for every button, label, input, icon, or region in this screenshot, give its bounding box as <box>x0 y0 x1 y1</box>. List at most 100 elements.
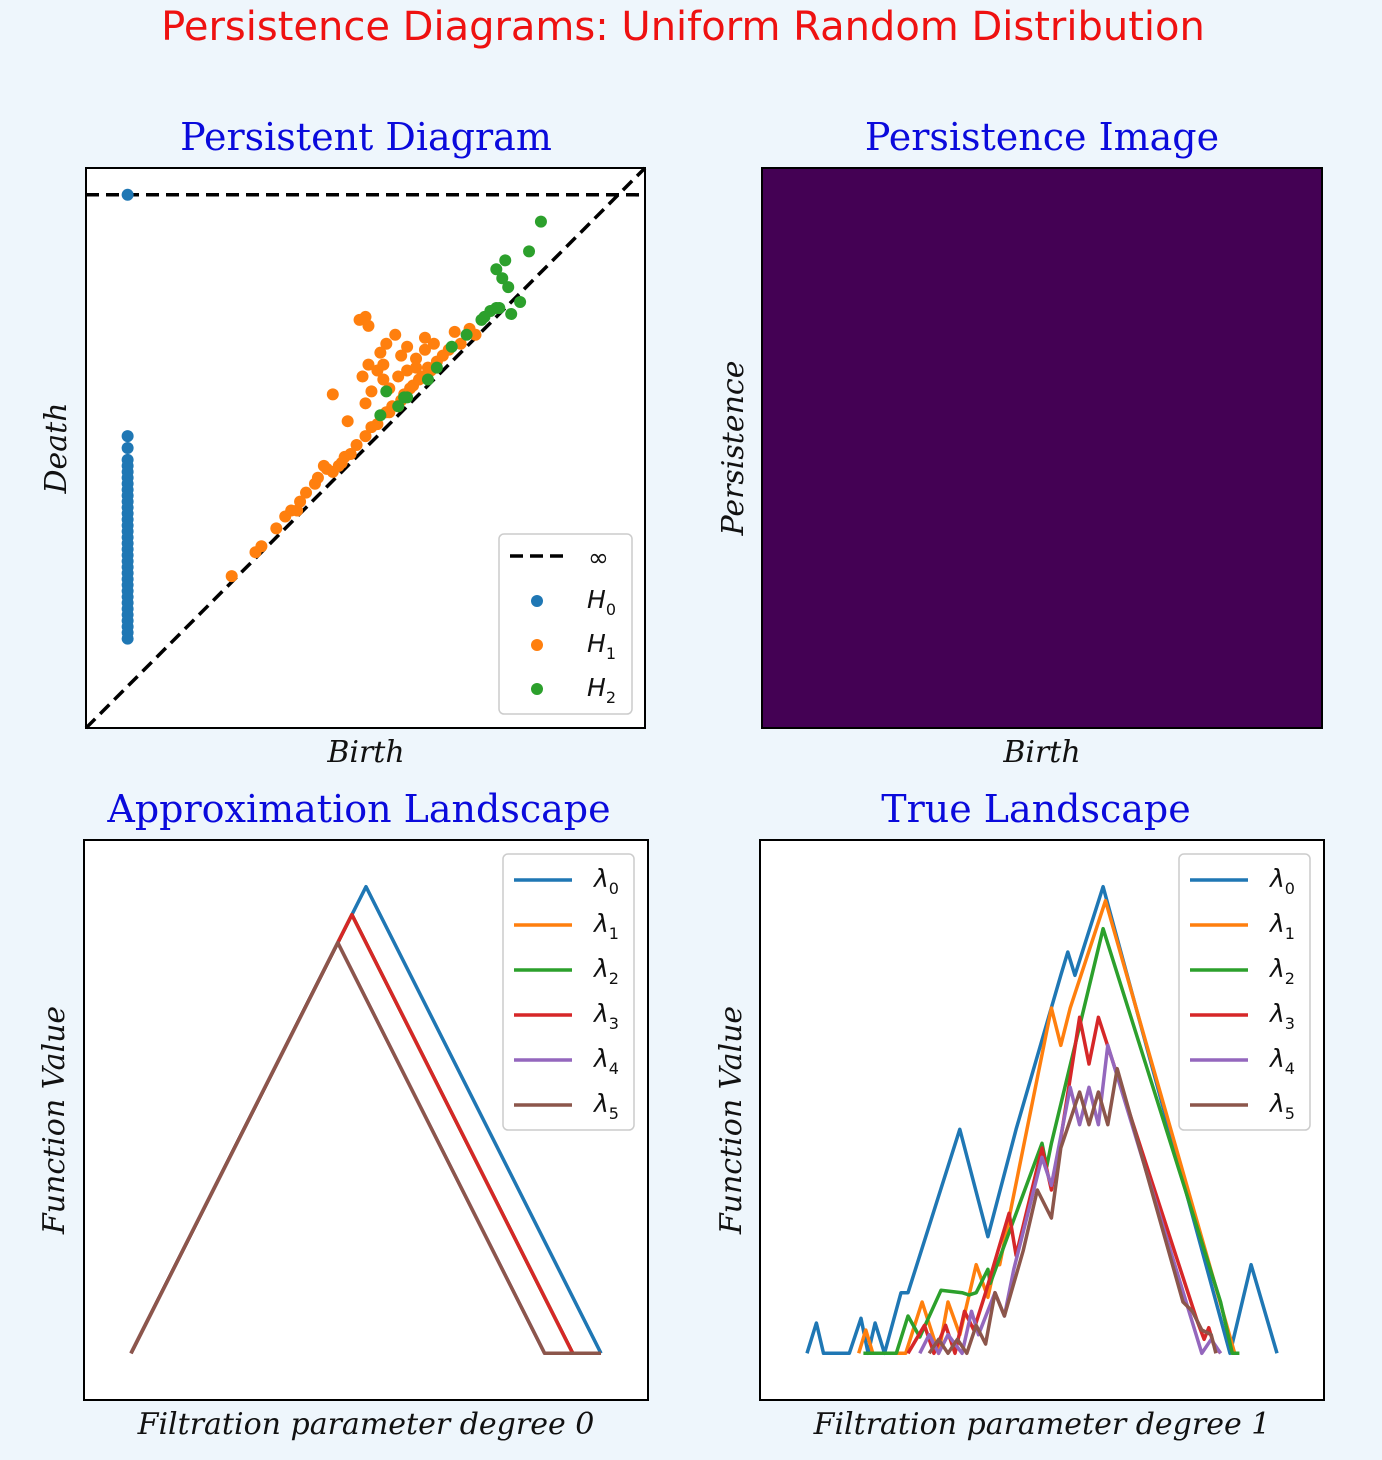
pd-point-h2 <box>490 263 503 276</box>
pi-ylabel: Persistence <box>716 360 751 536</box>
pd-point-h2 <box>496 272 509 285</box>
al-title: Approximation Landscape <box>106 787 610 831</box>
pd-point-h1 <box>356 370 369 383</box>
pi-title: Persistence Image <box>865 115 1219 159</box>
pd-point-h2 <box>523 245 536 258</box>
al-legend-label-lambda4: λ4 <box>592 1044 619 1078</box>
pd-point-h1 <box>380 337 393 350</box>
pd-point-h1 <box>377 373 390 386</box>
pd-point-h1 <box>311 471 324 484</box>
pd-point-h2 <box>514 296 527 309</box>
pd-point-h1 <box>418 343 431 356</box>
pd-point-h1 <box>344 447 357 460</box>
tl-legend-label-lambda0: λ0 <box>1268 864 1295 898</box>
tl-legend-label-lambda5: λ5 <box>1268 1089 1295 1123</box>
al-marks <box>129 884 603 1356</box>
al-legend: λ0 λ1 λ2 λ3 λ4 λ5 <box>502 853 635 1131</box>
pd-point-h2 <box>421 373 434 386</box>
pd-point-h2 <box>502 281 515 294</box>
al-legend-label-lambda3: λ3 <box>592 999 619 1033</box>
pd-point-h1 <box>300 486 313 499</box>
al-frame <box>83 839 649 1401</box>
al-legend-items: λ0 λ1 λ2 λ3 λ4 λ5 <box>514 864 619 1123</box>
pd-title: Persistent Diagram <box>180 115 552 159</box>
pd-legend-box <box>498 533 633 715</box>
pd-ylabel: Death <box>39 402 74 494</box>
tl-marks <box>805 884 1279 1356</box>
pd-point-h1 <box>427 337 440 350</box>
pd-point-h2 <box>534 215 547 228</box>
pd-point-h1 <box>374 346 387 359</box>
pd-point-h1 <box>377 358 390 371</box>
tl-ylabel: Function Value <box>714 1006 749 1235</box>
panel-true-landscape: True Landscape Filtration parameter degr… <box>714 787 1325 1442</box>
pd-point-h1 <box>359 430 372 443</box>
pd-legend-swatch-h1 <box>531 639 543 651</box>
figure-suptitle: Persistence Diagrams: Uniform Random Dis… <box>161 4 1205 50</box>
pd-legend-label-h2: H2 <box>587 673 616 707</box>
pd-point-h1 <box>410 361 423 374</box>
pd-legend-label-h1: H1 <box>587 629 616 663</box>
tl-line-lambda4 <box>918 1043 1223 1356</box>
pd-point-h2 <box>392 400 405 413</box>
pd-point-h1 <box>359 397 372 410</box>
pd-legend-swatch-h0 <box>531 595 543 607</box>
al-line-lambda5 <box>129 940 601 1356</box>
pd-point-h1 <box>448 325 461 338</box>
pd-point-h0 <box>121 430 134 443</box>
tl-legend-label-lambda2: λ2 <box>1268 954 1295 988</box>
pd-point-h0 <box>121 188 134 201</box>
pd-point-h1 <box>341 415 354 428</box>
al-legend-label-lambda5: λ5 <box>592 1089 619 1123</box>
al-xlabel: Filtration parameter degree 0 <box>137 1407 595 1442</box>
pd-point-h2 <box>493 302 506 314</box>
pd-legend-label-h0: H0 <box>587 585 616 619</box>
pd-xlabel: Birth <box>326 735 404 770</box>
pd-point-h1 <box>350 439 363 452</box>
panel-approximation-landscape: Approximation Landscape Filtration param… <box>37 787 649 1442</box>
tl-xlabel: Filtration parameter degree 1 <box>813 1407 1271 1442</box>
pd-point-h1 <box>270 522 283 535</box>
pd-point-h1 <box>326 388 339 401</box>
tl-legend-items: λ0 λ1 λ2 λ3 λ4 λ5 <box>1190 864 1295 1123</box>
tl-line-lambda5 <box>927 1066 1218 1356</box>
pd-legend: ∞ H0 H1 H2 <box>498 533 633 715</box>
pd-point-h1 <box>436 349 449 362</box>
pi-xlabel: Birth <box>1002 735 1080 770</box>
pd-point-h1 <box>392 370 405 383</box>
pd-point-h1 <box>469 328 482 341</box>
pd-point-h2 <box>380 385 393 398</box>
pd-point-h0 <box>121 632 134 645</box>
al-ylabel: Function Value <box>37 1006 72 1235</box>
tl-line-lambda2 <box>863 926 1240 1356</box>
pd-point-h1 <box>362 319 375 332</box>
pd-point-h0 <box>121 442 134 454</box>
pd-point-h2 <box>478 310 491 323</box>
tl-legend-label-lambda3: λ3 <box>1268 999 1295 1033</box>
pd-point-h1 <box>410 352 423 365</box>
panel-persistence-image: Persistence Image Birth Persistence <box>716 115 1323 770</box>
pd-legend-swatch-h2 <box>531 683 543 695</box>
tl-title: True Landscape <box>881 787 1191 831</box>
tl-legend-label-lambda4: λ4 <box>1268 1044 1295 1078</box>
pd-point-h2 <box>430 361 443 374</box>
pd-point-h2 <box>505 307 518 320</box>
tl-frame <box>759 839 1325 1401</box>
pd-marks <box>84 166 647 730</box>
pd-point-h1 <box>225 570 238 583</box>
pd-point-h1 <box>255 540 268 553</box>
pd-point-h2 <box>499 254 512 267</box>
pd-point-h1 <box>389 328 402 341</box>
pd-point-h2 <box>374 409 387 422</box>
pd-point-h2 <box>445 340 458 353</box>
pd-point-h1 <box>335 456 348 469</box>
pd-point-h1 <box>362 358 375 371</box>
al-legend-label-lambda2: λ2 <box>592 954 619 988</box>
pd-point-h1 <box>365 385 378 398</box>
pd-point-h1 <box>418 331 431 344</box>
pd-point-h1 <box>395 349 408 362</box>
pd-frame <box>85 167 646 729</box>
pd-point-h2 <box>460 328 473 341</box>
panel-persistent-diagram: Persistent Diagram Birth Death ∞ H0 H1 H2 <box>39 115 647 770</box>
